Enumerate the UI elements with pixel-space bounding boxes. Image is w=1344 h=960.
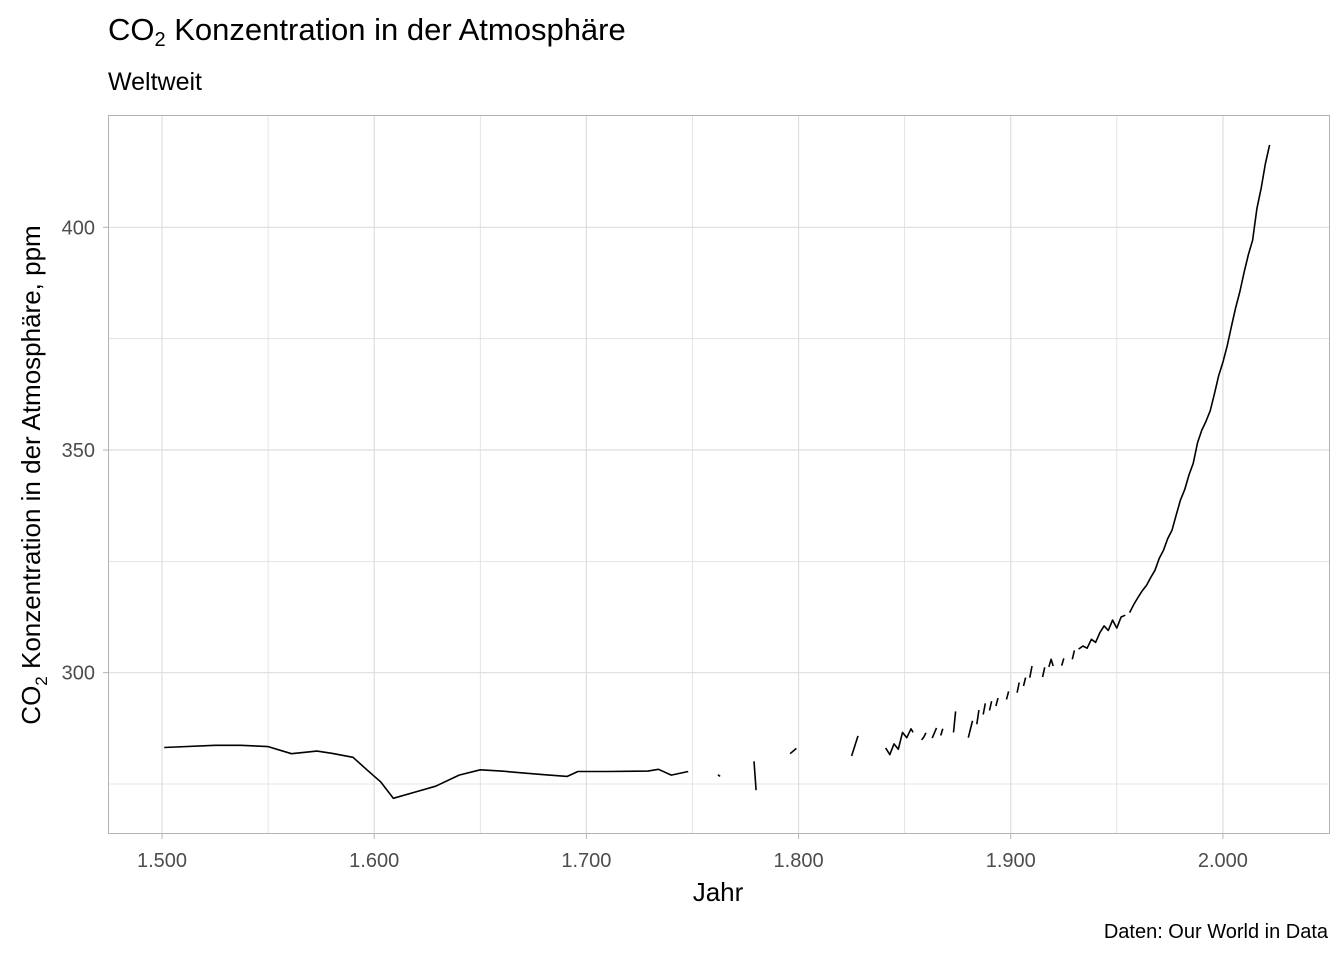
x-tick-label: 1.600 [349,850,399,872]
y-axis-title-rest: Konzentration in der Atmosphäre, ppm [16,225,46,676]
co2-line-segment [931,727,938,739]
co2-line-segment [920,732,927,741]
chart-subtitle: Weltweit [108,68,203,96]
x-tick-labels: 1.500 1.600 1.700 1.800 1.900 2.000 [137,850,1248,872]
co2-line-segment [884,727,914,756]
co2-line-segment [995,697,999,707]
co2-line-segment [1005,691,1010,700]
title-co: CO [108,12,155,47]
title-subscript: 2 [154,29,166,51]
co2-line-segment [1078,614,1126,650]
x-tick-label: 1.800 [774,850,824,872]
co2-line-segment [1048,658,1054,668]
co2-line-segment [753,761,757,791]
co2-line-segment [164,744,689,800]
co2-line-segment [967,720,974,738]
co2-line-segment [952,711,957,733]
y-tick-label: 400 [62,217,95,239]
panel-border [108,115,1330,834]
co2-line-segment [717,774,721,778]
co2-line-segment [1041,667,1046,678]
co2-line-segment [1128,144,1271,613]
x-tick-label: 1.700 [561,850,611,872]
y-tick-label: 350 [62,440,95,462]
co2-series [164,144,1271,800]
y-axis-title: CO2 Konzentration in der Atmosphäre, ppm [16,225,51,724]
x-tick-label: 2.000 [1198,850,1248,872]
co2-line-segment [1029,665,1033,678]
y-axis-title-subscript: 2 [32,676,51,685]
y-tick-labels: 300 350 400 [62,217,95,684]
x-tick-label: 1.500 [137,850,187,872]
co2-line-segment [1060,658,1065,666]
data-source-caption: Daten: Our World in Data [1103,921,1328,943]
co2-line-segment [988,701,993,711]
x-axis-title: Jahr [693,877,744,907]
title-rest: Konzentration in der Atmosphäre [165,12,626,47]
co2-line-segment [976,709,980,725]
co2-line-segment [789,747,797,755]
co2-line-segment [939,728,944,736]
x-tick-label: 1.900 [986,850,1036,872]
axis-ticks [103,226,1224,839]
co2-line-segment [1016,682,1020,693]
co2-line-segment [1022,677,1027,687]
y-tick-label: 300 [62,663,95,685]
co2-line-segment [982,703,987,715]
co2-line-segment [850,735,859,757]
co2-line-segment [1071,650,1076,660]
y-axis-title-co: CO [16,686,46,725]
grid-lines [109,116,1329,833]
chart-title: CO2 Konzentration in der Atmosphäre [108,10,626,50]
